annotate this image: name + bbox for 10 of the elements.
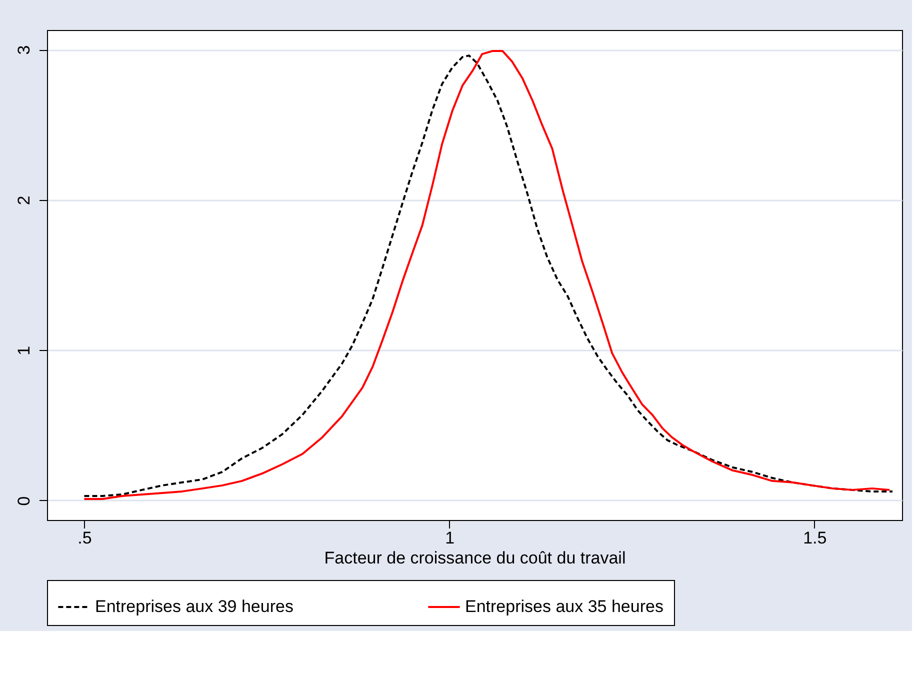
y-tick-label: 2 <box>14 196 34 206</box>
y-tick-label: 0 <box>14 496 34 506</box>
legend-label: Entreprises aux 39 heures <box>95 597 294 616</box>
y-tick-label: 1 <box>14 346 34 356</box>
x-tick-label: .5 <box>78 528 92 548</box>
x-axis-title: Facteur de croissance du coût du travail <box>324 548 626 568</box>
legend-label: Entreprises aux 35 heures <box>465 597 664 616</box>
y-tick-label: 3 <box>14 45 34 55</box>
x-tick-label: 1 <box>445 528 455 548</box>
x-tick-label: 1.5 <box>803 528 827 548</box>
